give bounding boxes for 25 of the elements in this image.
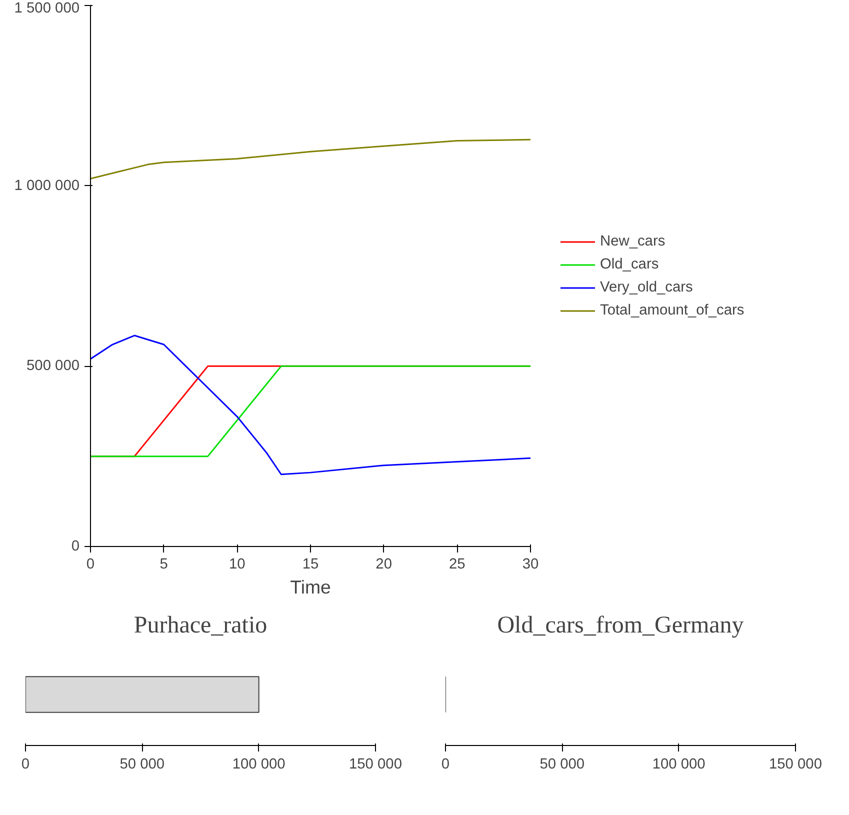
legend-label: Total_amount_of_cars (600, 302, 744, 318)
x-tick-label: 20 (376, 556, 392, 572)
x-tick-label: 10 (229, 556, 246, 572)
x-tick-label: 50 000 (540, 756, 585, 772)
y-tick-label: 0 (71, 538, 80, 554)
legend-label: Very_old_cars (600, 279, 693, 295)
x-tick-label: 100 000 (232, 756, 286, 772)
x-tick-label: 50 000 (120, 756, 165, 772)
x-tick-label: 150 000 (349, 756, 402, 772)
y-tick-label: 1 500 000 (14, 0, 80, 16)
x-tick-label: 15 (302, 556, 319, 572)
legend-label: Old_cars (600, 256, 659, 272)
x-axis-title: Time (290, 576, 331, 598)
legend-label: New_cars (600, 233, 666, 249)
x-tick-label: 0 (441, 756, 450, 772)
x-tick-label: 5 (160, 556, 168, 572)
y-tick-label: 1 000 000 (14, 178, 80, 194)
y-tick-label: 500 000 (26, 358, 80, 374)
x-tick-label: 30 (522, 556, 539, 572)
chart-title: Purhace_ratio (134, 612, 268, 638)
x-tick-label: 150 000 (769, 756, 822, 772)
x-tick-label: 100 000 (652, 756, 706, 772)
x-tick-label: 0 (86, 556, 95, 572)
chart-title: Old_cars_from_Germany (497, 612, 744, 638)
x-tick-label: 25 (449, 556, 466, 572)
